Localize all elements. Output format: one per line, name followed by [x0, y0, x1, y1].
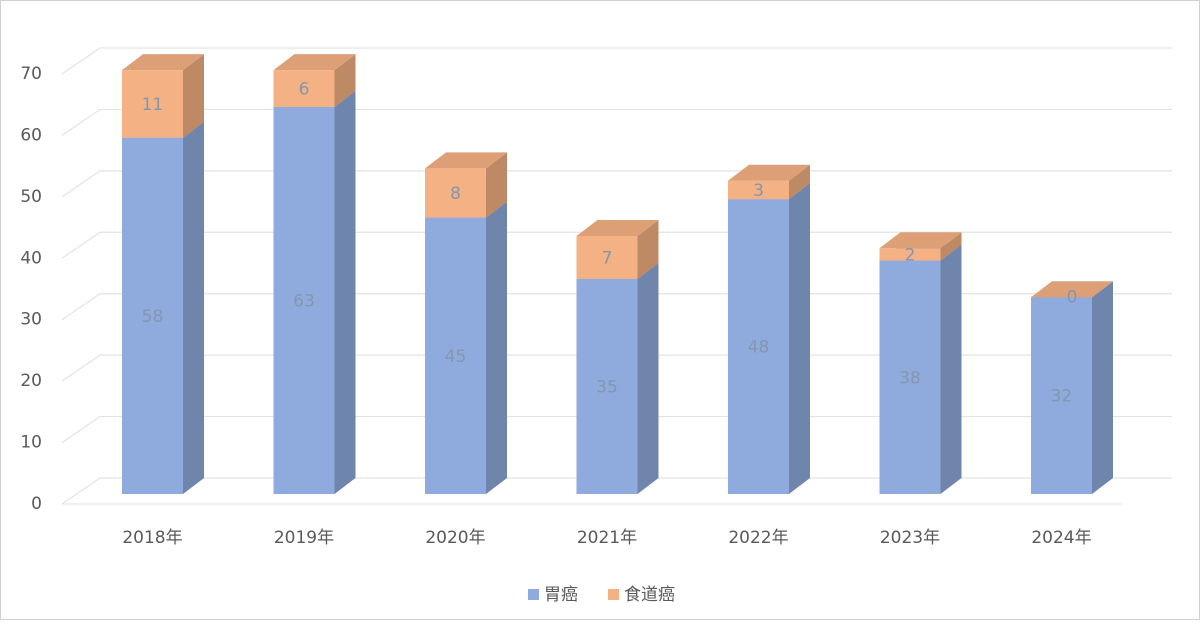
grid-line — [61, 477, 1172, 505]
grid-line — [61, 293, 1172, 321]
data-label: 3 — [753, 181, 764, 201]
data-label: 32 — [1051, 387, 1073, 407]
y-tick-label: 20 — [20, 371, 42, 391]
bar-side — [486, 201, 507, 495]
bar-top — [273, 54, 356, 71]
bar — [728, 199, 789, 494]
y-tick-label: 30 — [20, 310, 42, 330]
bar — [122, 137, 183, 494]
bar-side — [940, 232, 962, 261]
bar-side — [334, 91, 356, 494]
data-label: 58 — [142, 307, 164, 327]
data-label: 63 — [293, 292, 315, 312]
grid-line — [61, 170, 1172, 198]
x-tick-label: 2023年 — [880, 528, 940, 548]
bar-top — [879, 232, 962, 249]
legend-swatch — [528, 589, 539, 600]
bar-side — [789, 183, 810, 494]
data-label: 6 — [299, 80, 310, 100]
data-label: 8 — [450, 184, 461, 204]
x-tick-label: 2024年 — [1031, 528, 1091, 548]
data-label: 7 — [602, 249, 613, 269]
bars: 2018年 58 11 2019年 63 6 2020年 45 8 2021年 35 7 2022年 48… — [122, 54, 1113, 548]
x-tick-label: 2022年 — [728, 528, 788, 548]
data-label: 48 — [748, 338, 770, 358]
grid-line — [61, 108, 1172, 136]
grid-line — [61, 415, 1172, 444]
bar — [122, 70, 183, 138]
bar-top — [576, 220, 659, 236]
legend: 胃癌 食道癌 — [528, 585, 675, 605]
x-tick-label: 2021年 — [577, 528, 637, 548]
bar-top — [728, 164, 810, 181]
grid-line — [61, 47, 1172, 75]
bar — [728, 180, 789, 200]
bar — [425, 168, 486, 218]
bar — [576, 236, 638, 279]
bar-top — [122, 54, 204, 71]
bar-side — [486, 152, 507, 218]
data-label: 45 — [445, 347, 467, 367]
legend-label: 胃癌 — [544, 585, 578, 605]
x-tick-label: 2020年 — [425, 528, 485, 548]
bar — [879, 260, 941, 494]
bar — [273, 70, 335, 107]
bar-side — [637, 220, 659, 279]
bar-top — [1031, 281, 1113, 298]
data-label: 11 — [142, 95, 164, 115]
bar-side — [940, 244, 962, 494]
legend-swatch — [608, 589, 619, 600]
data-label: 2 — [905, 245, 916, 265]
bar — [1031, 297, 1092, 494]
bar — [273, 107, 335, 494]
bar — [425, 217, 486, 495]
y-tick-label: 10 — [20, 433, 42, 453]
bar — [879, 248, 941, 261]
data-label: 0 — [1067, 287, 1078, 307]
bar-side — [789, 164, 810, 200]
y-tick-label: 0 — [31, 494, 42, 514]
y-tick-label: 40 — [20, 248, 42, 268]
y-tick-label: 70 — [20, 64, 42, 84]
grid-line — [61, 231, 1172, 259]
bar-top — [425, 152, 507, 169]
grid-line — [61, 354, 1172, 382]
bar-side — [1092, 281, 1113, 494]
y-tick-label: 50 — [20, 187, 42, 207]
x-tick-label: 2019年 — [274, 528, 334, 548]
bar-side — [637, 263, 659, 494]
y-tick-label: 60 — [20, 125, 42, 145]
bar-side — [183, 54, 204, 138]
x-tick-label: 2018年 — [122, 528, 182, 548]
bar — [576, 279, 638, 494]
data-label: 35 — [596, 378, 618, 398]
bar-side — [334, 54, 356, 107]
data-label: 38 — [899, 368, 921, 388]
legend-label: 食道癌 — [624, 585, 675, 605]
bar-side — [183, 121, 204, 494]
